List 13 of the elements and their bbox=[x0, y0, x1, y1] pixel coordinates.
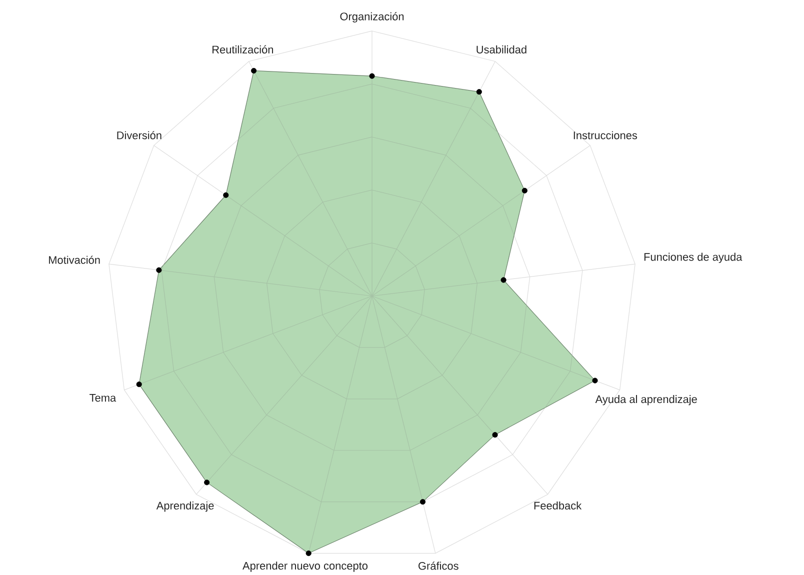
spoke-label: Motivación bbox=[49, 256, 100, 264]
spoke-label: Aprendizaje bbox=[156, 502, 214, 512]
spoke-label: Tema bbox=[90, 394, 116, 402]
spoke-label: Ayuda al aprendizaje bbox=[595, 395, 697, 406]
spoke-label: Funciones de ayuda bbox=[644, 252, 742, 263]
spoke-label: Organización bbox=[340, 12, 404, 22]
spoke-label: Usabilidad bbox=[476, 45, 526, 54]
spoke-label: Diversión bbox=[117, 131, 162, 140]
spoke-label: Instrucciones bbox=[574, 131, 638, 140]
spoke-label: Gráficos bbox=[418, 562, 458, 570]
spoke-label: Feedback bbox=[534, 502, 582, 510]
spoke-label: Reutilización bbox=[212, 45, 274, 54]
spoke-label: Aprender nuevo concepto bbox=[242, 562, 368, 572]
